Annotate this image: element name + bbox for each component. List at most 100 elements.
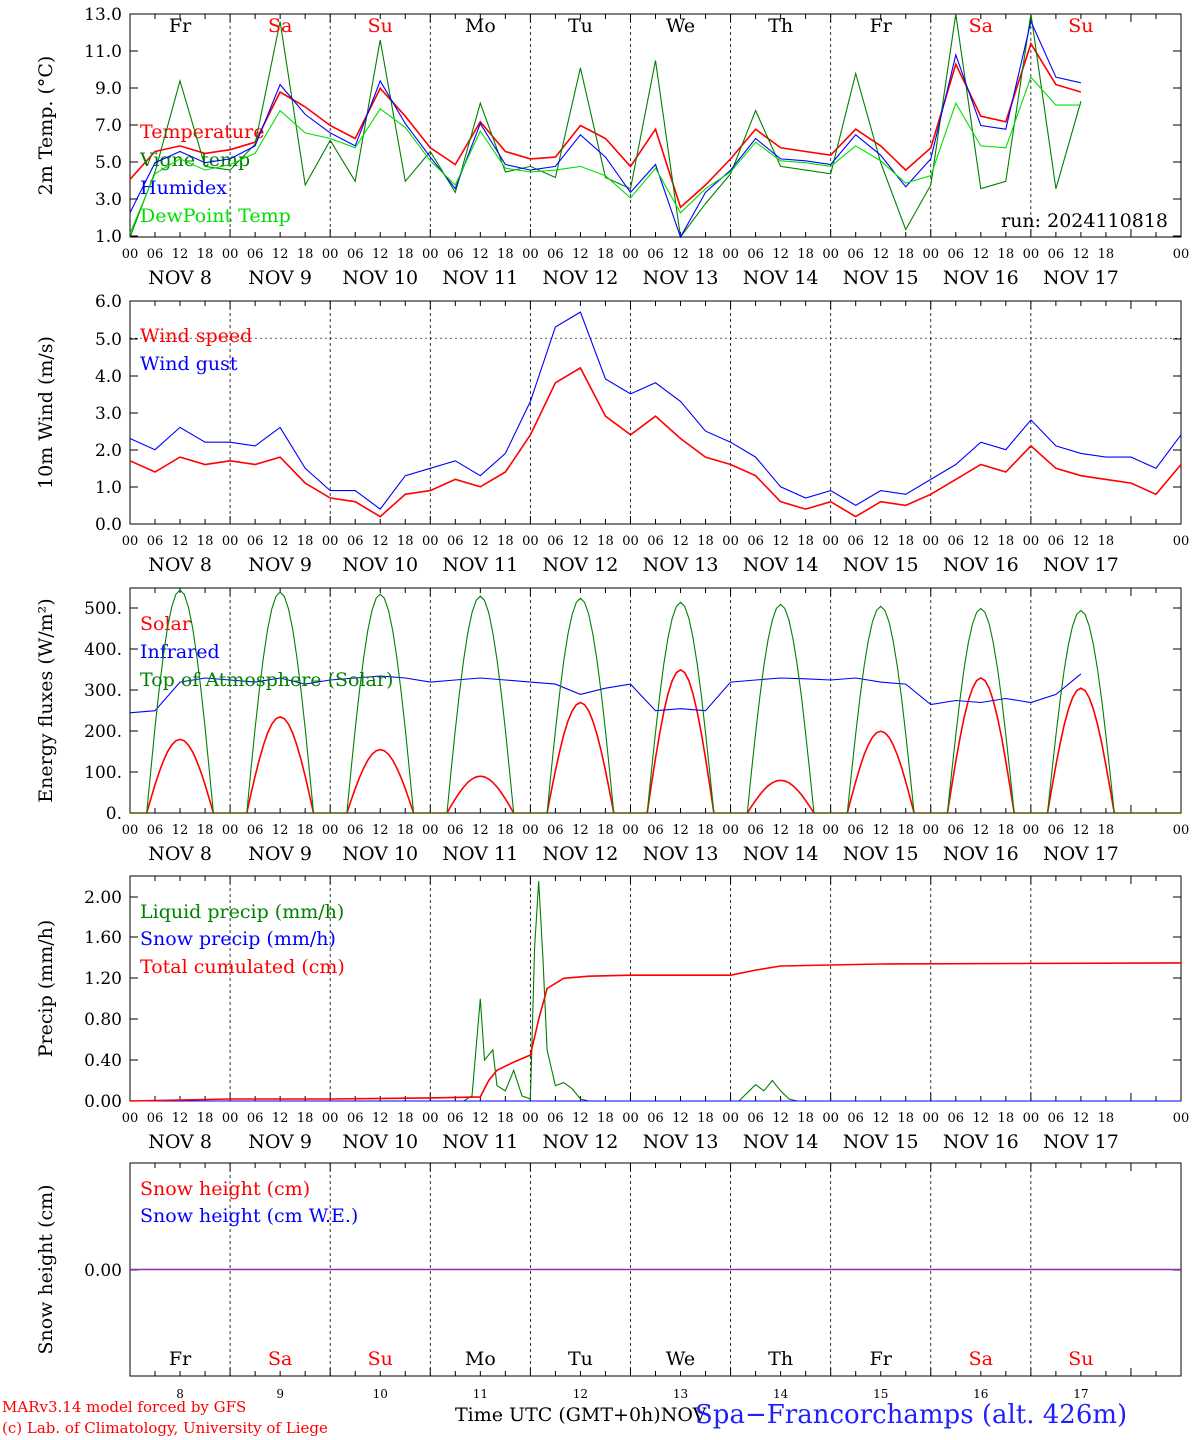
hour-tick-label: 12 <box>272 534 289 549</box>
day-number-label: 17 <box>1073 1387 1088 1401</box>
hour-tick-label: 18 <box>1098 534 1115 549</box>
weekday-label: We <box>666 15 695 37</box>
hour-tick-label: 00 <box>1173 1111 1190 1126</box>
legend-entry: Wind speed <box>140 325 252 347</box>
station-name: Spa−Francorchamps (alt. 426m) <box>695 1400 1128 1430</box>
legend-entry: Infrared <box>140 641 220 663</box>
date-label: NOV 9 <box>248 1131 312 1153</box>
hour-tick-label: 18 <box>1098 1111 1115 1126</box>
hour-tick-label: 06 <box>547 823 564 838</box>
hour-tick-label: 18 <box>998 534 1015 549</box>
date-label: NOV 16 <box>943 554 1019 576</box>
weekday-label: Fr <box>870 1348 893 1370</box>
series-line <box>130 881 1181 1102</box>
hour-tick-label: 00 <box>822 1111 839 1126</box>
y-tick-label: 1.0 <box>95 478 122 498</box>
y-tick-label: 200. <box>84 722 122 742</box>
hour-tick-label: 12 <box>672 247 689 262</box>
weekday-label: Tu <box>568 1348 593 1370</box>
y-tick-label: 2.00 <box>84 888 122 908</box>
hour-tick-label: 18 <box>797 247 814 262</box>
weekday-label: Th <box>768 15 793 37</box>
series-line <box>129 19 1082 239</box>
hour-tick-label: 06 <box>247 534 264 549</box>
date-label: NOV 14 <box>743 1131 819 1153</box>
hour-tick-label: 06 <box>347 247 364 262</box>
legend-entry: Top of Atmosphere (Solar) <box>140 669 393 691</box>
date-label: NOV 11 <box>442 554 518 576</box>
series-line <box>129 962 1182 1102</box>
hour-tick-label: 12 <box>772 823 789 838</box>
y-tick-label: 500. <box>84 599 122 619</box>
y-tick-label: 0. <box>106 804 122 824</box>
date-label: NOV 11 <box>442 267 518 289</box>
date-label: NOV 15 <box>843 554 919 576</box>
weekday-label: Fr <box>169 15 192 37</box>
hour-tick-label: 06 <box>747 1111 764 1126</box>
hour-tick-label: 12 <box>672 1111 689 1126</box>
y-tick-label: 400. <box>84 640 122 660</box>
y-tick-label: 5.0 <box>95 330 122 350</box>
date-label: NOV 15 <box>843 267 919 289</box>
hour-tick-label: 18 <box>697 534 714 549</box>
hour-tick-label: 00 <box>722 534 739 549</box>
hour-tick-label: 18 <box>497 534 514 549</box>
hour-tick-label: 12 <box>172 823 189 838</box>
y-axis-label: Precip (mm/h) <box>35 920 57 1058</box>
hour-tick-label: 12 <box>472 534 489 549</box>
hour-tick-label: 12 <box>872 823 889 838</box>
lab-credit: (c) Lab. of Climatology, University of L… <box>2 1419 328 1437</box>
hour-tick-label: 06 <box>447 1111 464 1126</box>
hour-tick-label: 12 <box>1073 247 1090 262</box>
hour-tick-label: 12 <box>1073 534 1090 549</box>
hour-tick-label: 18 <box>797 534 814 549</box>
hour-tick-label: 18 <box>1098 823 1115 838</box>
hour-tick-label: 00 <box>922 823 939 838</box>
hour-tick-label: 18 <box>897 247 914 262</box>
panel-frame <box>129 587 1182 814</box>
weekday-label: Sa <box>268 1348 292 1370</box>
weekday-label: Su <box>1068 15 1093 37</box>
hour-tick-label: 12 <box>472 247 489 262</box>
hour-tick-label: 18 <box>697 1111 714 1126</box>
hour-tick-label: 06 <box>948 534 965 549</box>
y-tick-label: 300. <box>84 681 122 701</box>
hour-tick-label: 12 <box>572 534 589 549</box>
hour-tick-label: 00 <box>822 534 839 549</box>
hour-tick-label: 00 <box>522 823 539 838</box>
hour-tick-label: 06 <box>147 247 164 262</box>
hour-tick-label: 00 <box>122 534 139 549</box>
hour-tick-label: 18 <box>797 1111 814 1126</box>
legend-entry: Snow height (cm) <box>140 1178 310 1200</box>
legend-entry: Vigne temp <box>139 149 250 171</box>
hour-tick-label: 00 <box>922 534 939 549</box>
hour-tick-label: 18 <box>197 1111 214 1126</box>
y-tick-label: 0.0 <box>95 515 122 535</box>
legend-entry: Snow precip (mm/h) <box>140 928 336 950</box>
hour-tick-label: 18 <box>397 1111 414 1126</box>
hour-tick-label: 18 <box>998 1111 1015 1126</box>
legend-entry: Snow height (cm W.E.) <box>140 1205 358 1227</box>
hour-tick-label: 06 <box>847 534 864 549</box>
legend-entry: Solar <box>140 613 192 635</box>
weekday-label: Sa <box>268 15 292 37</box>
hour-tick-label: 06 <box>447 247 464 262</box>
hour-tick-label: 00 <box>622 247 639 262</box>
hour-tick-label: 18 <box>497 1111 514 1126</box>
hour-tick-label: 00 <box>222 823 239 838</box>
hour-tick-label: 18 <box>998 823 1015 838</box>
day-number-label: 8 <box>176 1387 184 1401</box>
hour-tick-label: 00 <box>1023 534 1040 549</box>
day-number-label: 10 <box>373 1387 388 1401</box>
y-axis-label: 10m Wind (m/s) <box>35 336 57 489</box>
date-label: NOV 11 <box>442 1131 518 1153</box>
y-tick-label: 0.00 <box>84 1092 122 1112</box>
hour-tick-label: 18 <box>597 247 614 262</box>
date-label: NOV 13 <box>643 267 719 289</box>
hour-tick-label: 00 <box>522 247 539 262</box>
y-tick-label: 0.80 <box>84 1010 122 1030</box>
date-label: NOV 16 <box>943 267 1019 289</box>
weekday-label: Su <box>368 15 393 37</box>
weekday-label: Su <box>368 1348 393 1370</box>
